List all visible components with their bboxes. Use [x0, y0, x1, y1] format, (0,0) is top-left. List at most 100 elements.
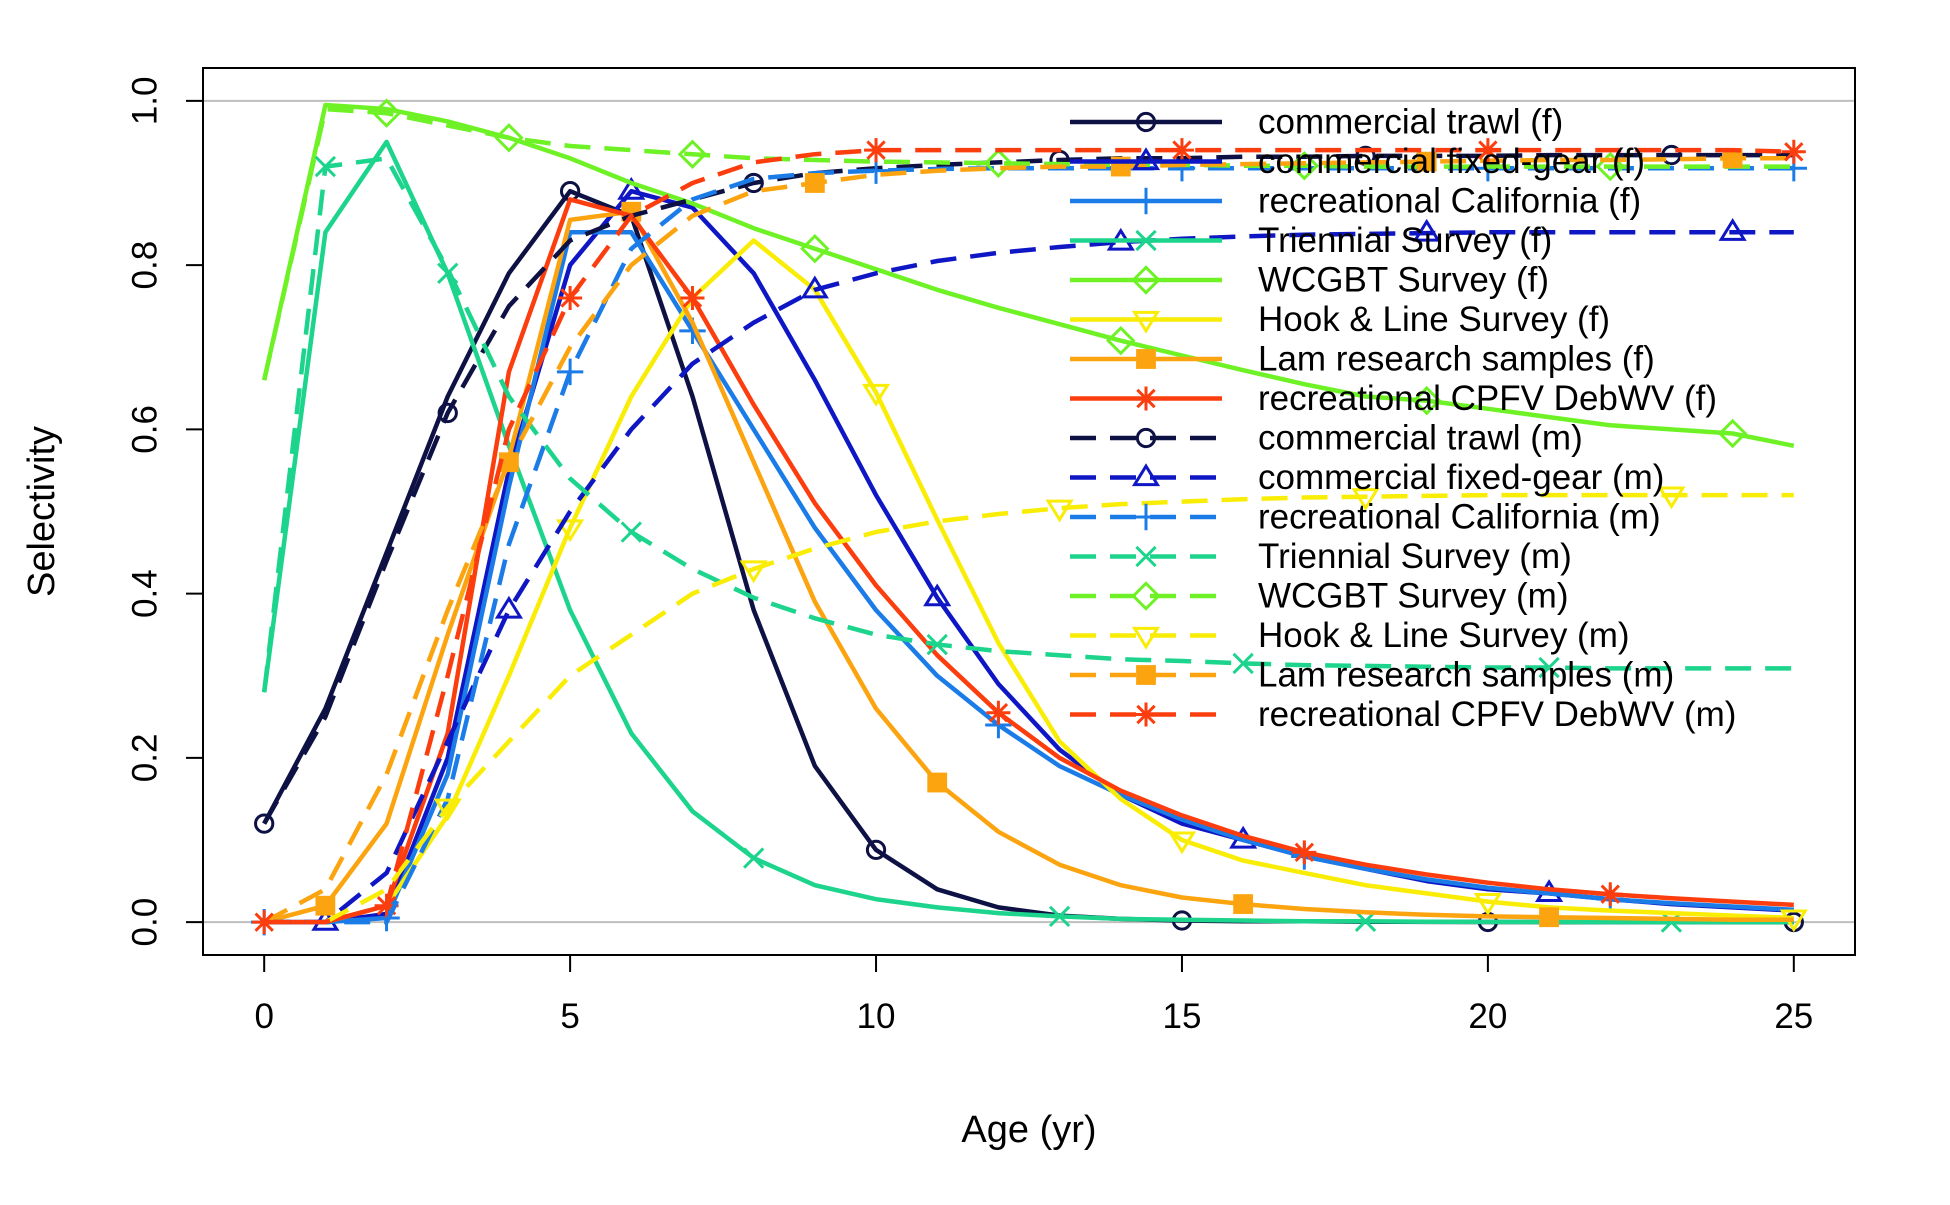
series-line: [262, 152, 1794, 825]
legend-entry: Lam research samples (f): [1070, 340, 1655, 379]
legend-label: WCGBT Survey (m): [1258, 577, 1568, 616]
axes: 0 5 10 15 20 25 0.0 0.2 0.4 0.6 0.8 1.0: [126, 77, 1814, 1036]
circle-marker: [1661, 144, 1682, 166]
square-marker: [804, 173, 825, 193]
series-line: [324, 492, 1794, 925]
diamond-marker: [1595, 151, 1625, 182]
nabla-marker: [1131, 310, 1161, 334]
series-line: [264, 230, 1794, 925]
series-hook-line-survey-m: [324, 486, 1794, 925]
legend-label: commercial trawl (f): [1258, 103, 1563, 142]
nabla-marker: [1473, 893, 1502, 916]
plus-marker: [1132, 503, 1160, 531]
diamond-marker: [1131, 265, 1161, 295]
legend-label: Lam research samples (f): [1258, 340, 1655, 379]
legend-label: Hook & Line Survey (f): [1258, 300, 1610, 339]
square-marker: [1539, 907, 1559, 928]
x-marker: [1232, 652, 1254, 675]
x-tick-label: 0: [254, 997, 273, 1036]
series-line: [261, 156, 1794, 693]
square-marker: [1136, 349, 1156, 369]
asterisk-marker: [1781, 139, 1806, 164]
diamond-marker: [494, 123, 524, 153]
triangle-marker: [617, 176, 646, 200]
legend-label: Triennial Survey (m): [1258, 537, 1572, 576]
diamond-marker: [371, 98, 402, 128]
x-marker: [314, 155, 337, 178]
asterisk-marker: [252, 910, 277, 935]
legend-label: Triennial Survey (f): [1258, 221, 1552, 260]
diamond-marker: [983, 148, 1014, 178]
plus-marker: [556, 358, 584, 386]
y-tick-label: 1.0: [126, 77, 165, 126]
nabla-marker: [433, 798, 462, 822]
diamond-marker: [1717, 418, 1748, 449]
series-wcgbt-survey-m: [262, 98, 1794, 381]
circle-marker: [254, 813, 275, 834]
x-marker: [1135, 545, 1157, 568]
legend-entry: Hook & Line Survey (f): [1070, 300, 1610, 339]
legend-entry: WCGBT Survey (f): [1070, 261, 1549, 300]
x-tick-label: 15: [1162, 997, 1201, 1036]
legend-label: WCGBT Survey (f): [1258, 261, 1549, 300]
triangle-marker: [800, 275, 829, 299]
asterisk-marker: [986, 700, 1011, 725]
asterisk-marker: [1134, 702, 1158, 727]
plus-marker: [1132, 187, 1160, 215]
nabla-marker: [1045, 499, 1074, 523]
nabla-marker: [1657, 486, 1686, 510]
nabla-marker: [1351, 488, 1380, 511]
diamond-marker: [1131, 581, 1161, 611]
circle-marker: [437, 402, 458, 424]
legend-label: recreational California (m): [1258, 498, 1661, 537]
y-tick-label: 0.4: [126, 569, 165, 618]
legend-label: recreational CPFV DebWV (f): [1258, 379, 1717, 418]
nabla-marker: [556, 519, 585, 543]
y-axis-label: Selectivity: [21, 426, 63, 597]
x-tick-label: 5: [560, 997, 579, 1036]
x-tick-label: 25: [1774, 997, 1813, 1036]
x-marker: [926, 633, 948, 656]
asterisk-marker: [1598, 882, 1623, 907]
diamond-marker: [1106, 325, 1136, 356]
nabla-marker: [739, 560, 768, 584]
legend-label: commercial fixed-gear (f): [1258, 142, 1645, 181]
x-marker: [1660, 911, 1683, 933]
x-marker: [1538, 656, 1560, 679]
triangle-marker: [494, 595, 524, 619]
x-tick-label: 20: [1468, 997, 1507, 1036]
legend-entry: commercial fixed-gear (m): [1070, 458, 1664, 497]
x-marker: [620, 521, 642, 543]
asterisk-marker: [558, 285, 583, 310]
nabla-marker: [1167, 831, 1197, 855]
x-marker: [743, 847, 765, 869]
y-tick-label: 0.0: [126, 898, 165, 947]
triangle-marker: [923, 583, 952, 607]
series-triennial-survey-m: [261, 155, 1794, 693]
square-marker: [1416, 151, 1437, 172]
asterisk-marker: [680, 285, 705, 310]
series-line: [263, 209, 1794, 925]
series-line: [262, 106, 1794, 381]
legend-entry: Lam research samples (m): [1070, 656, 1674, 695]
asterisk-marker: [1134, 386, 1158, 411]
y-tick-label: 0.2: [126, 734, 165, 783]
nabla-marker: [861, 383, 891, 407]
asterisk-marker: [1169, 138, 1194, 163]
triangle-marker: [1412, 218, 1441, 242]
diamond-marker: [1411, 385, 1442, 416]
series-line: [261, 139, 1794, 925]
x-marker: [1135, 229, 1157, 252]
square-marker: [1233, 894, 1254, 914]
diamond-marker: [677, 139, 708, 169]
legend-entry: WCGBT Survey (m): [1070, 577, 1568, 616]
legend-entry: Triennial Survey (f): [1070, 221, 1552, 260]
legend-label: commercial trawl (m): [1258, 419, 1583, 458]
legend-entry: Hook & Line Survey (m): [1070, 616, 1630, 655]
circle-marker: [1135, 111, 1157, 133]
y-tick-label: 0.8: [126, 241, 165, 290]
square-marker: [927, 772, 948, 793]
legend-entry: commercial trawl (f): [1070, 103, 1563, 142]
legend: commercial trawl (f)commercial fixed-gea…: [1070, 103, 1736, 734]
triangle-marker: [1718, 218, 1747, 241]
